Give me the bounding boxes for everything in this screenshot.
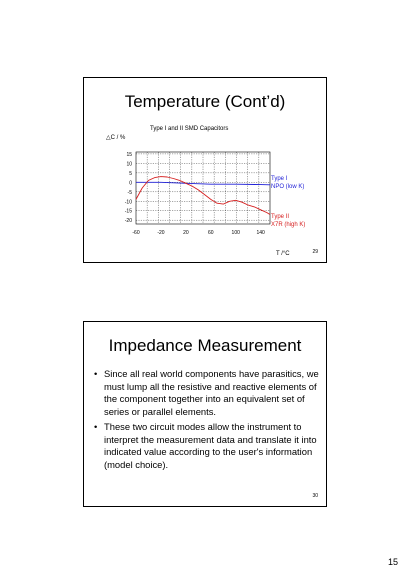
bullet-icon: • <box>94 368 98 379</box>
y-tick-label: -20 <box>125 218 132 224</box>
series-label: Type I <box>271 176 288 182</box>
slide-title: Temperature (Cont’d) <box>124 92 286 111</box>
x-tick-label: 140 <box>256 230 265 236</box>
x-tick-label: 20 <box>183 230 189 236</box>
x-axis-label: T /°C <box>276 251 290 257</box>
series-line <box>136 181 271 186</box>
y-tick-label: -5 <box>128 190 133 196</box>
y-tick-label: 10 <box>126 161 132 167</box>
bullet-item: • These two circuit modes allow the instr… <box>94 421 317 470</box>
y-tick-label: 15 <box>126 152 132 158</box>
x-tick-label: -60 <box>132 230 139 236</box>
slide-impedance: Impedance Measurement • Since all real wo… <box>83 321 327 507</box>
series-line <box>135 176 271 215</box>
slide-temperature: Temperature (Cont’d) Type I and II SMD C… <box>83 77 327 263</box>
slide-title: Impedance Measurement <box>108 336 302 355</box>
y-tick-label: 0 <box>129 180 132 186</box>
slide-number: 29 <box>312 249 318 255</box>
y-tick-label: 5 <box>129 171 132 177</box>
y-tick-label: -10 <box>125 199 132 205</box>
series-label: NPO (low K) <box>271 184 304 190</box>
y-tick-label: -15 <box>125 209 132 215</box>
x-tick-label: -20 <box>157 230 164 236</box>
bullet-item: • Since all real world components have pa… <box>94 368 319 417</box>
bullet-list: • Since all real world components have pa… <box>94 368 322 474</box>
page-number: 15 <box>387 557 398 567</box>
bullet-icon: • <box>94 421 98 432</box>
x-tick-label: 100 <box>232 230 241 236</box>
chart-title: Type I and II SMD Capacitors <box>150 126 229 132</box>
x-tick-label: 60 <box>208 230 214 236</box>
slide-number: 30 <box>312 493 318 499</box>
series-label: Type II <box>271 214 289 220</box>
series-label: X7R (high K) <box>271 222 305 228</box>
y-axis-label: △C / % <box>106 135 126 141</box>
